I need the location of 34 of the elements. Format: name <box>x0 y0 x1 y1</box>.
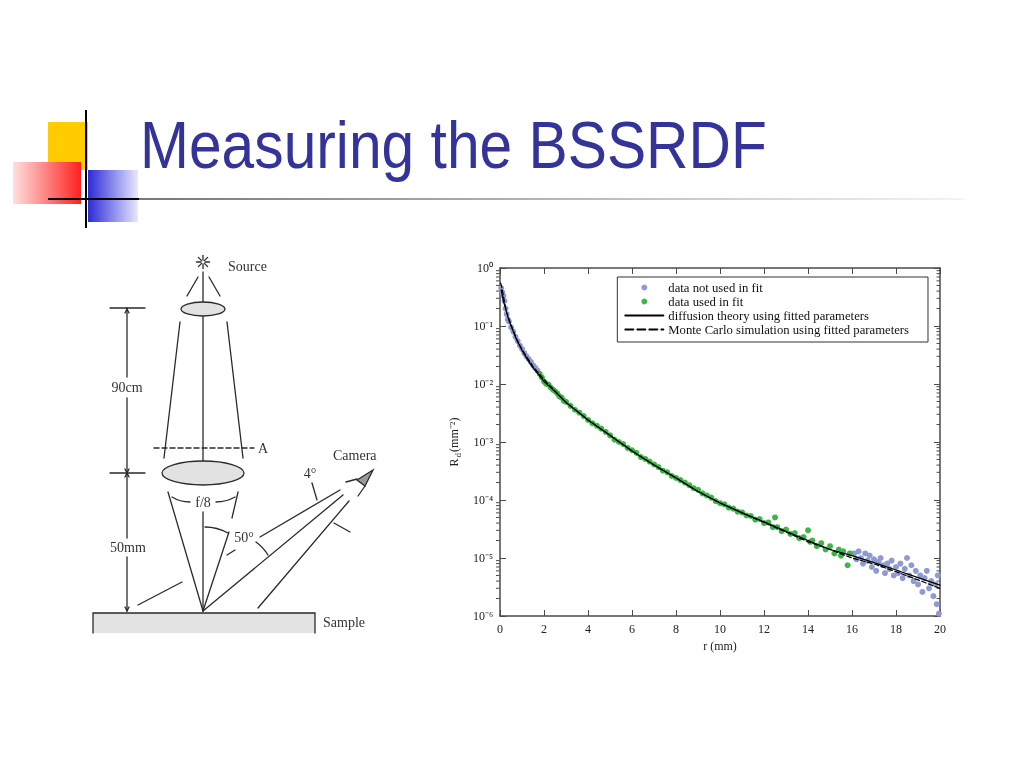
y-tick-label: 10⁻² <box>473 377 494 391</box>
text: 50mm <box>110 540 146 555</box>
y-tick-label: 10⁻¹ <box>473 319 494 333</box>
x-tick-label: 16 <box>846 622 859 636</box>
x-tick-label: 10 <box>714 622 727 636</box>
legend-label: diffusion theory using fitted parameters <box>668 308 870 323</box>
text: f/8 <box>195 495 211 510</box>
text: 50° <box>234 530 254 545</box>
y-tick-label: 10⁻⁵ <box>472 551 494 565</box>
text: Camera <box>333 448 378 463</box>
x-tick-label: 2 <box>541 622 548 636</box>
y-tick-label: 10⁻³ <box>473 435 494 449</box>
text: 90cm <box>111 380 143 395</box>
legend-label: Monte Carlo simulation using fitted parameters <box>668 322 910 337</box>
text: A <box>258 441 269 456</box>
y-axis-title: Rd(mm⁻²) <box>447 417 463 467</box>
x-tick-label: 6 <box>629 622 636 636</box>
x-tick-label: 0 <box>497 622 504 636</box>
x-tick-label: 12 <box>758 622 771 636</box>
legend-label: data not used in fit <box>668 280 764 295</box>
x-axis-title: r (mm) <box>703 638 737 653</box>
x-tick-label: 18 <box>890 622 903 636</box>
x-tick-label: 14 <box>802 622 815 636</box>
y-tick-label: 10⁻⁴ <box>472 493 494 507</box>
x-tick-label: 4 <box>585 622 592 636</box>
text: 4° <box>303 466 317 481</box>
chart-title: Measuring the BSSRDF <box>140 108 767 182</box>
y-tick-label: 10⁻⁶ <box>472 609 494 623</box>
text: Source <box>228 259 267 274</box>
legend-label: data used in fit <box>668 294 744 309</box>
x-tick-label: 8 <box>673 622 680 636</box>
text: Sample <box>323 615 365 630</box>
x-tick-label: 20 <box>934 622 946 636</box>
y-tick-label: 10⁰ <box>477 261 494 275</box>
